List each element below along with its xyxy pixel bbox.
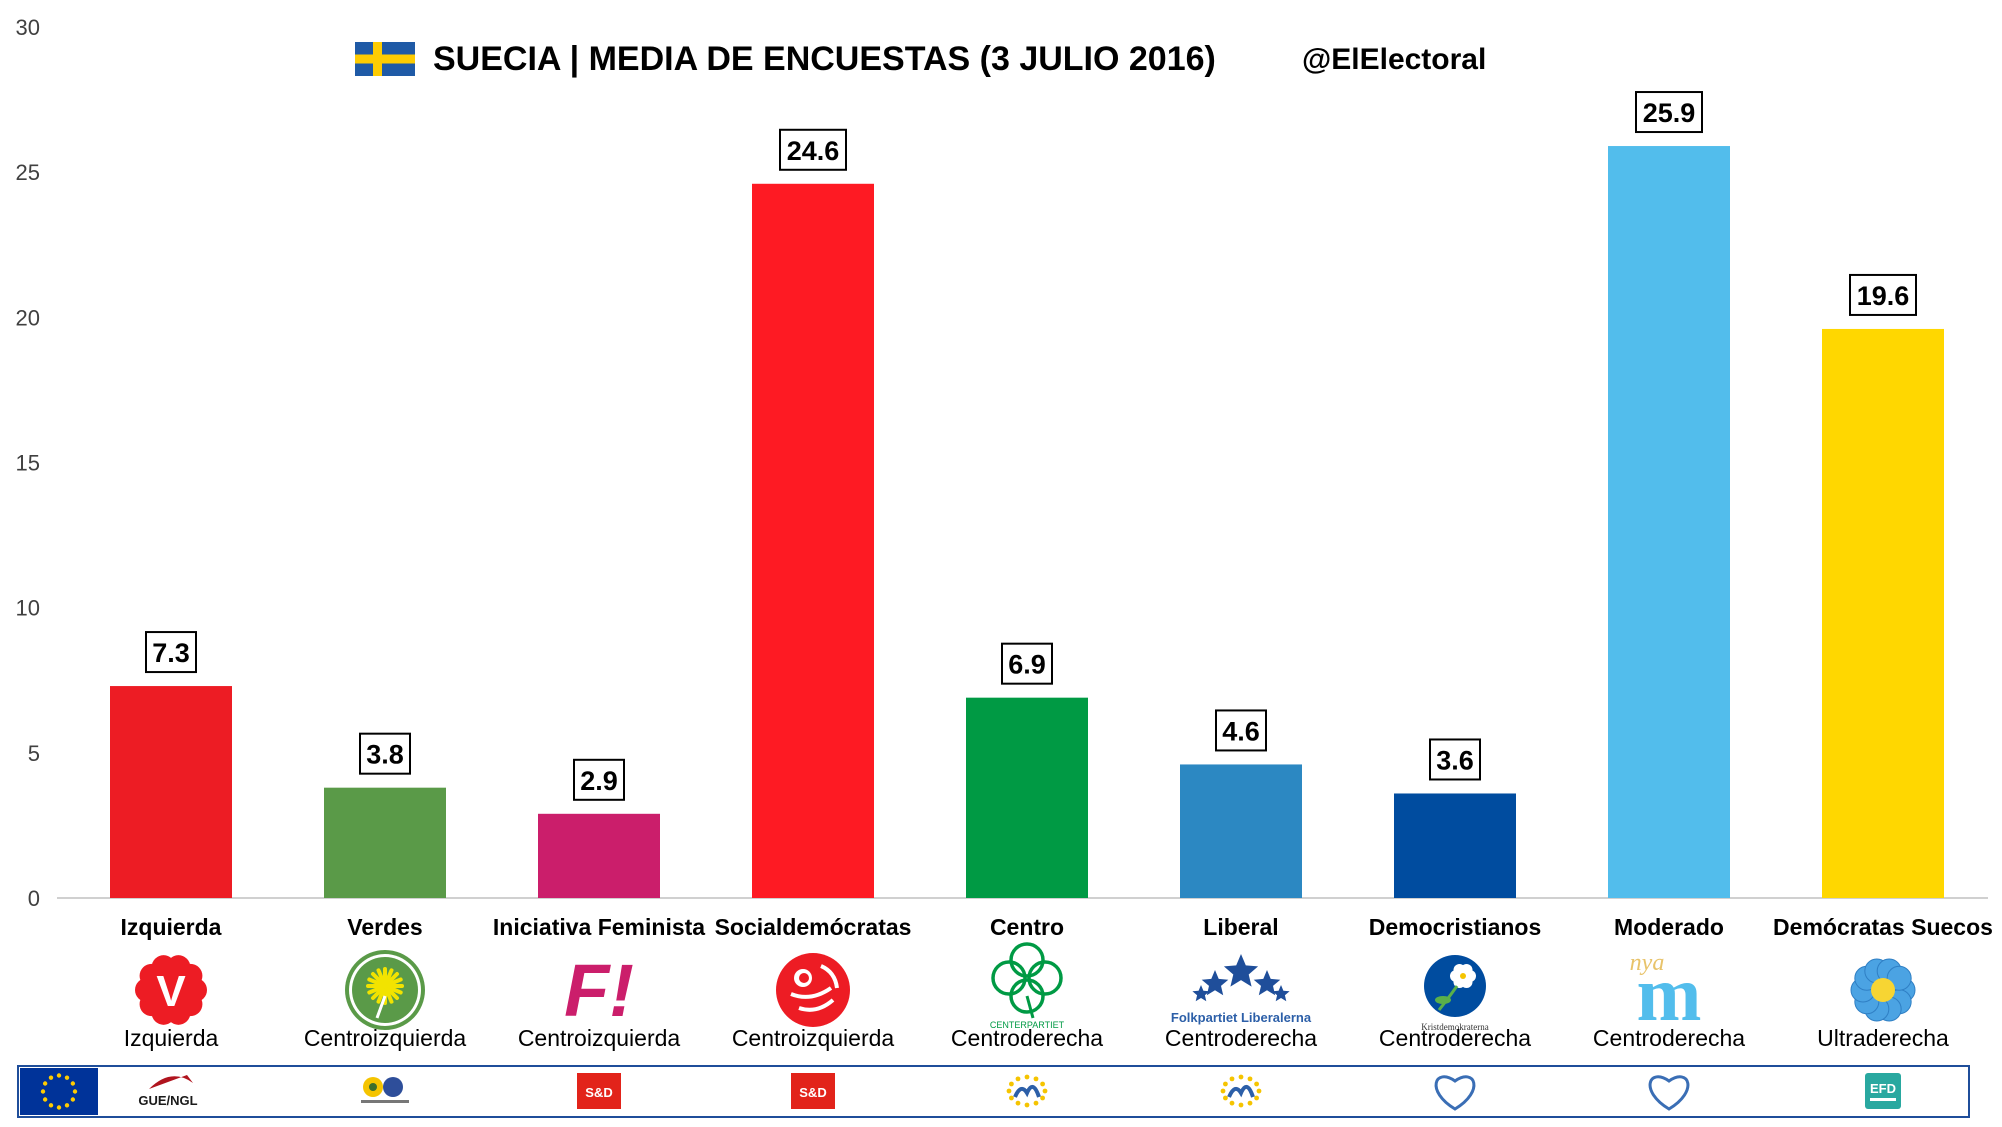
s-and-d-logo-icon: S&D — [791, 1073, 835, 1109]
data-label: 4.6 — [1222, 716, 1260, 746]
ideology-label: Centroizquierda — [732, 1025, 895, 1051]
clover-logo-icon: CENTERPARTIET — [990, 942, 1065, 1030]
s-and-d-logo-icon: S&D — [577, 1073, 621, 1109]
ideology-label: Centroizquierda — [304, 1025, 467, 1051]
swedish-flag-icon — [355, 42, 415, 76]
ideology-label: Ultraderecha — [1817, 1025, 1949, 1051]
y-tick-label: 10 — [16, 596, 40, 621]
ideology-label: Centroizquierda — [518, 1025, 681, 1051]
ideology-labels: Izquierda Centroizquierda Centroizquierda C… — [124, 1025, 1949, 1051]
svg-text:GUE/NGL: GUE/NGL — [138, 1093, 197, 1108]
category-label: Izquierda — [121, 914, 222, 940]
data-label-box — [779, 128, 847, 171]
chart-title: SUECIA | MEDIA DE ENCUESTAS (3 JULIO 201… — [433, 40, 1216, 78]
fi-logo-icon: F! — [564, 949, 634, 1032]
category-labels: Izquierda Verdes Iniciativa Feminista Socia… — [121, 914, 1993, 940]
data-label-box — [573, 758, 625, 801]
ideology-label: Centroderecha — [1165, 1025, 1317, 1051]
svg-text:Folkpartiet Liberalerna: Folkpartiet Liberalerna — [1171, 1010, 1312, 1025]
data-label-box — [145, 631, 197, 674]
greens-efa-logo-icon — [361, 1077, 409, 1103]
ideology-label: Centroderecha — [1379, 1025, 1531, 1051]
y-tick-label: 15 — [16, 451, 40, 476]
bar — [1608, 146, 1730, 898]
y-tick-label: 25 — [16, 160, 40, 185]
y-tick-label: 20 — [16, 305, 40, 330]
svg-text:CENTERPARTIET: CENTERPARTIET — [990, 1020, 1065, 1030]
y-tick-label: 0 — [28, 886, 40, 911]
epp-logo-icon — [1648, 1075, 1690, 1111]
y-tick-label: 30 — [16, 15, 40, 40]
bar — [1180, 764, 1302, 898]
bar — [538, 813, 660, 898]
bar — [1822, 328, 1944, 898]
category-label: Centro — [990, 914, 1064, 940]
efdd-logo-icon: EFD — [1865, 1073, 1901, 1109]
svg-text:S&D: S&D — [585, 1085, 612, 1100]
dandelion-logo-icon — [345, 950, 425, 1030]
category-label: Iniciativa Feminista — [493, 914, 705, 940]
eu-strip-frame — [17, 1065, 1970, 1118]
category-label: Moderado — [1614, 914, 1724, 940]
data-label-box — [1849, 273, 1917, 316]
bar — [110, 686, 232, 898]
data-label-box — [359, 732, 411, 775]
data-label: 2.9 — [580, 766, 618, 796]
category-label: Verdes — [347, 914, 422, 940]
ideology-label: Centroderecha — [951, 1025, 1103, 1051]
category-label: Demócratas Suecos — [1773, 914, 1993, 940]
alde-logo-icon — [1006, 1074, 1048, 1108]
anemone-logo-icon: Kristdemokraterna — [1421, 955, 1489, 1032]
data-label: 7.3 — [152, 638, 190, 668]
bar — [1394, 793, 1516, 898]
data-label-box — [1429, 738, 1481, 781]
eu-group-strip: GUE/NGL S&D S&D EFD — [17, 1065, 1970, 1118]
data-label: 3.6 — [1436, 745, 1474, 775]
data-label-box — [1001, 642, 1053, 685]
gue-ngl-logo-icon: GUE/NGL — [138, 1075, 198, 1108]
bar — [966, 697, 1088, 898]
author-handle: @ElElectoral — [1302, 43, 1486, 76]
svg-text:EFD: EFD — [1870, 1081, 1896, 1096]
data-label: 6.9 — [1008, 650, 1046, 680]
y-tick-label: 5 — [28, 741, 40, 766]
ideology-label: Izquierda — [124, 1025, 219, 1051]
y-axis: 0 5 10 15 20 25 30 — [16, 15, 40, 911]
eu-flag-icon — [20, 1068, 98, 1115]
data-label: 24.6 — [787, 136, 840, 166]
svg-text:S&D: S&D — [799, 1085, 826, 1100]
data-label: 25.9 — [1643, 98, 1696, 128]
svg-text:Kristdemokraterna: Kristdemokraterna — [1421, 1022, 1488, 1032]
category-label: Liberal — [1203, 914, 1278, 940]
party-logos: V F! CENTERPARTIET Folkpartiet Liberalerna K… — [135, 942, 1916, 1037]
blue-flower-logo-icon — [1850, 958, 1916, 1022]
alde-logo-icon — [1220, 1074, 1262, 1108]
svg-text:V: V — [156, 967, 186, 1016]
ideology-label: Centroderecha — [1593, 1025, 1745, 1051]
svg-text:m: m — [1637, 950, 1702, 1037]
stars-logo-icon: Folkpartiet Liberalerna — [1171, 954, 1312, 1025]
bars-group: 7.3 3.8 2.9 24.6 6.9 4.6 3.6 25.9 19.6 — [110, 91, 1944, 898]
bar — [324, 787, 446, 898]
data-label: 3.8 — [366, 740, 404, 770]
data-label-box — [1215, 709, 1267, 752]
v-party-logo-icon: V — [135, 955, 207, 1025]
svg-text:F!: F! — [564, 949, 634, 1032]
category-label: Socialdemócratas — [715, 914, 912, 940]
data-label-box — [1635, 91, 1703, 134]
svg-text:nya: nya — [1630, 950, 1665, 976]
bar — [752, 183, 874, 898]
rose-logo-icon — [776, 953, 850, 1027]
category-label: Democristianos — [1369, 914, 1542, 940]
epp-logo-icon — [1434, 1075, 1476, 1111]
data-label: 19.6 — [1857, 281, 1910, 311]
